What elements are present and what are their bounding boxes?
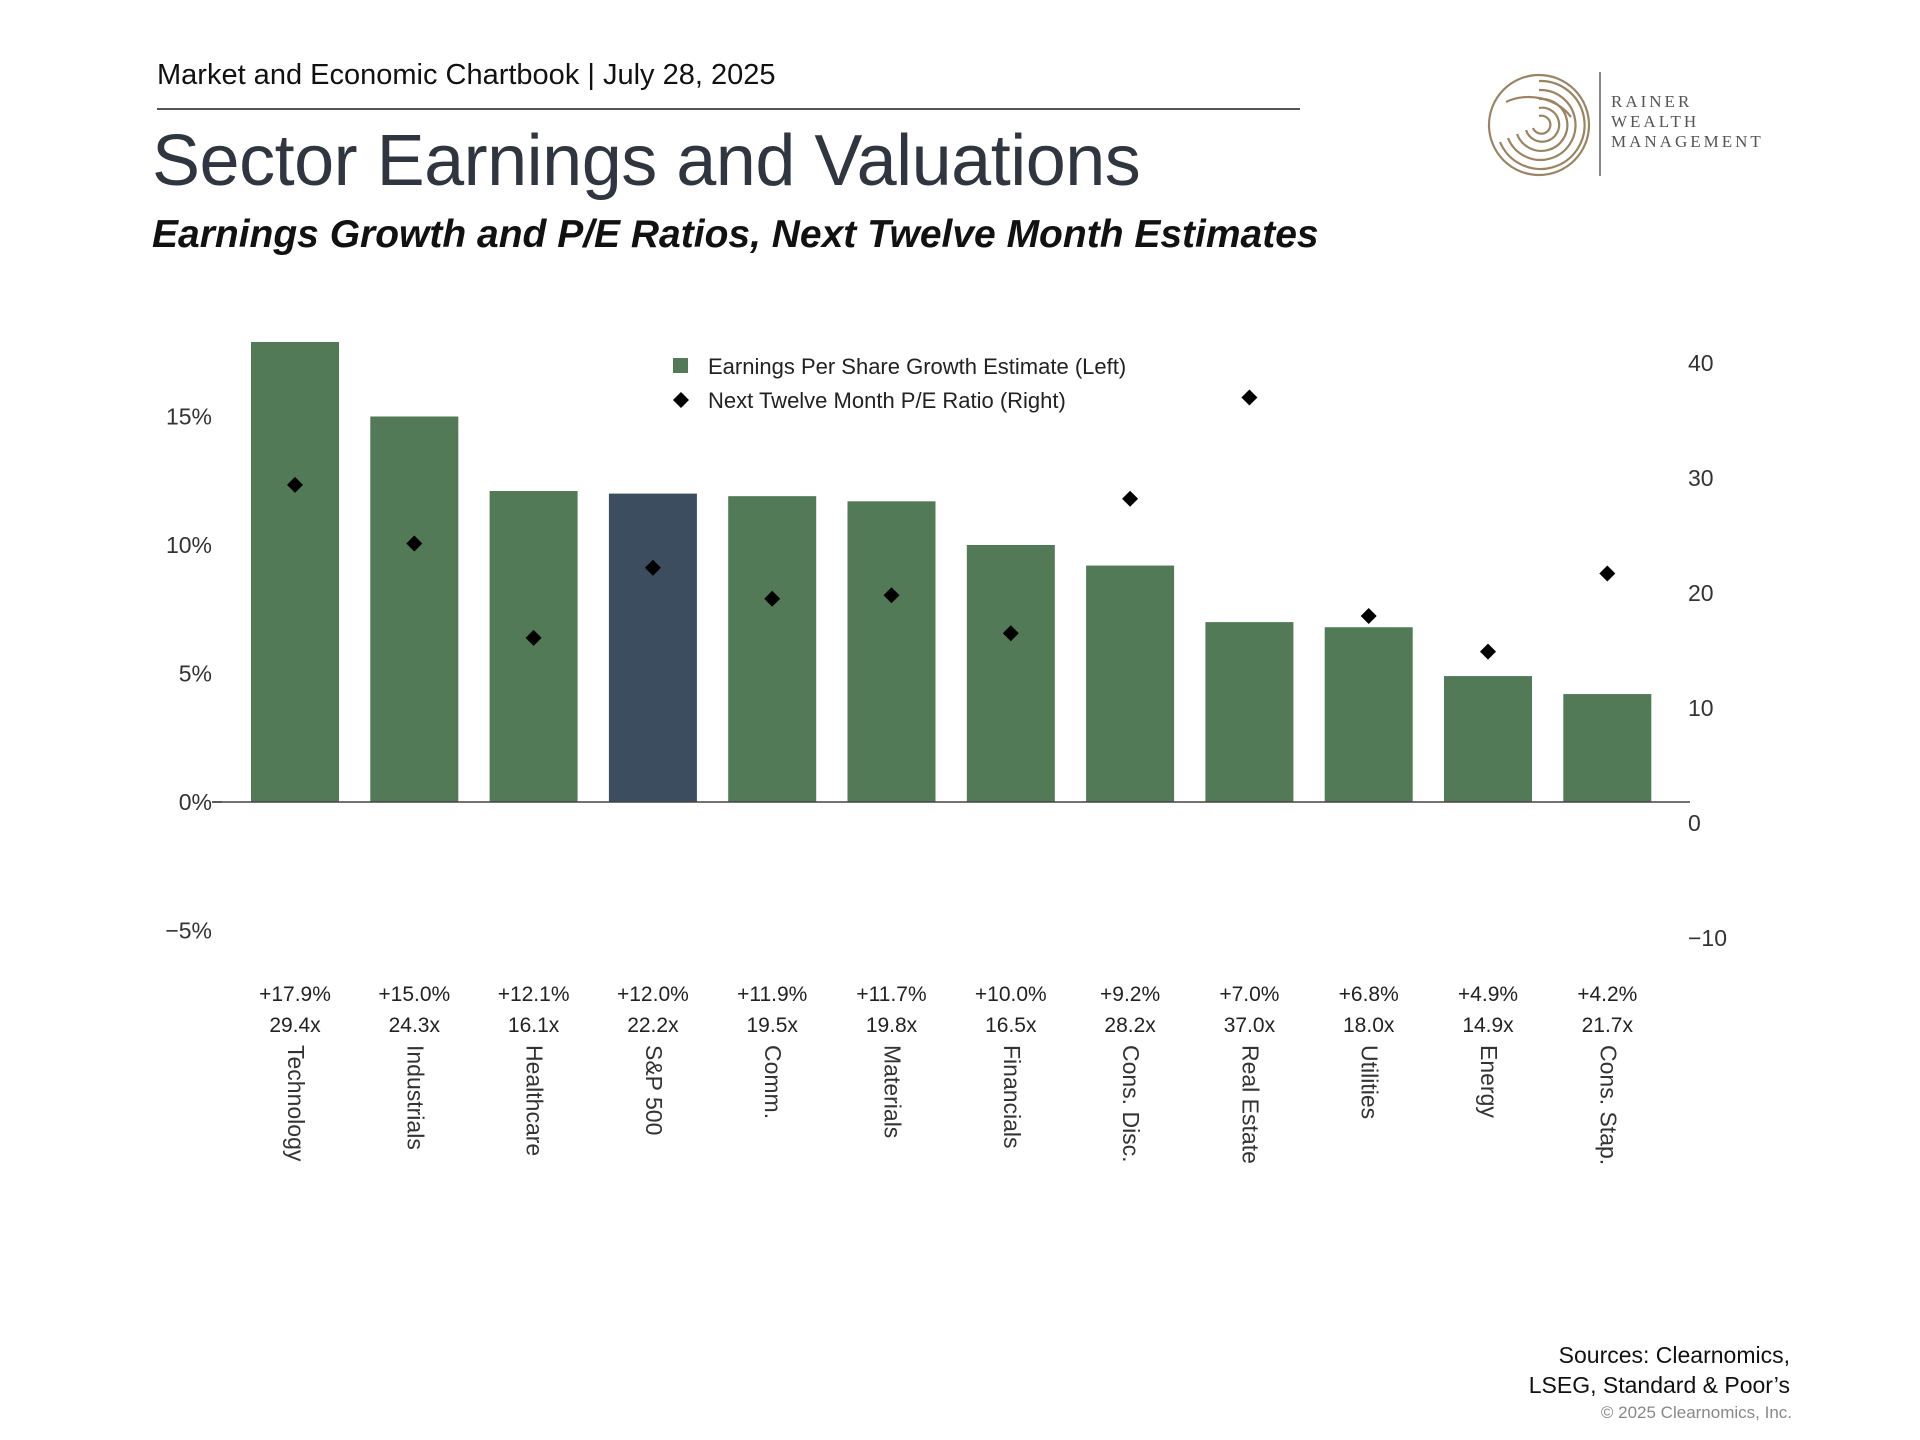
legend-bar-label: Earnings Per Share Growth Estimate (Left… — [708, 354, 1126, 379]
pe-marker — [1002, 625, 1019, 642]
pe-marker — [287, 476, 303, 493]
growth-value-label: +7.0% — [1219, 983, 1279, 1006]
pe-marker — [883, 587, 900, 604]
growth-bar — [966, 545, 1055, 802]
right-axis-tick-label: 30 — [1688, 465, 1714, 491]
legend-diamond-label: Next Twelve Month P/E Ratio (Right) — [708, 388, 1066, 413]
category-label: Comm. — [760, 1045, 786, 1119]
growth-bar — [728, 496, 817, 802]
logo-line-2: WEALTH — [1611, 112, 1700, 131]
pe-marker — [1360, 608, 1377, 624]
pe-value-label: 29.4x — [269, 1014, 321, 1037]
right-axis-tick-label: 0 — [1688, 810, 1701, 836]
growth-bar — [1205, 622, 1294, 802]
left-axis-tick-label: 10% — [166, 532, 212, 558]
pe-value-label: 19.5x — [747, 1014, 799, 1037]
copyright: © 2025 Clearnomics, Inc. — [1600, 1403, 1792, 1422]
growth-value-label: +12.0% — [617, 983, 689, 1006]
growth-bar — [847, 501, 936, 802]
page-title: Sector Earnings and Valuations — [152, 121, 1141, 201]
category-label: Industrials — [402, 1045, 428, 1150]
logo-divider — [1599, 72, 1601, 176]
category-label: Cons. Disc. — [1118, 1045, 1144, 1163]
growth-bar — [1324, 627, 1413, 802]
logo-line-3: MANAGEMENT — [1611, 132, 1764, 151]
category-label: Materials — [880, 1045, 906, 1138]
pe-value-label: 16.1x — [508, 1014, 560, 1037]
category-label: Financials — [999, 1045, 1025, 1149]
growth-value-label: +10.0% — [975, 983, 1047, 1006]
page-subtitle: Earnings Growth and P/E Ratios, Next Twe… — [152, 213, 1319, 256]
sources-note: Sources: Clearnomics, LSEG, Standard & P… — [1529, 1340, 1790, 1400]
pe-marker — [1122, 490, 1139, 507]
left-axis-tick-label: 15% — [166, 404, 212, 430]
growth-value-label: +11.9% — [737, 983, 807, 1006]
sector-chart: −5% 0% 5% 10% 15% −10 0 10 20 30 40 +17.9% 29.4x Tech… — [165, 341, 1727, 1165]
logo-swirl-icon — [1487, 73, 1591, 177]
right-axis-tick-label: 40 — [1688, 350, 1714, 376]
pe-value-label: 28.2x — [1104, 1014, 1156, 1037]
pe-value-label: 21.7x — [1582, 1014, 1634, 1037]
logo-line-1: RAINER — [1611, 92, 1693, 111]
pe-value-label: 16.5x — [985, 1014, 1037, 1037]
pe-marker — [644, 559, 661, 576]
chartbook-header: Market and Economic Chartbook | July 28,… — [157, 59, 776, 91]
category-label: Energy — [1476, 1045, 1502, 1118]
growth-value-label: +12.1% — [498, 983, 570, 1006]
growth-bar — [1563, 694, 1652, 802]
logo-wordmark: RAINER WEALTH MANAGEMENT — [1611, 92, 1764, 152]
left-axis-tick-label: 5% — [179, 661, 212, 687]
right-axis-tick-label: 20 — [1688, 580, 1714, 606]
pe-value-label: 19.8x — [866, 1014, 918, 1037]
growth-value-label: +15.0% — [378, 983, 450, 1006]
sources-line-2: LSEG, Standard & Poor’s — [1528, 1372, 1790, 1398]
left-axis-tick-label: 0% — [179, 789, 212, 815]
growth-bar — [489, 491, 578, 802]
pe-marker — [1599, 565, 1616, 582]
growth-value-label: +9.2% — [1100, 983, 1160, 1006]
sources-line-1: Sources: Clearnomics, — [1558, 1342, 1790, 1368]
pe-marker — [764, 590, 781, 607]
right-axis-tick-label: −10 — [1688, 925, 1727, 951]
growth-bar — [1086, 565, 1175, 802]
pe-marker — [1480, 643, 1496, 660]
growth-bar — [608, 493, 697, 802]
left-axis-tick-label: −5% — [165, 918, 212, 944]
company-logo: RAINER WEALTH MANAGEMENT — [1486, 72, 1766, 182]
pe-value-label: 14.9x — [1462, 1014, 1514, 1037]
right-axis-tick-label: 10 — [1688, 695, 1714, 721]
category-label: Real Estate — [1237, 1045, 1263, 1164]
category-label: Technology — [283, 1045, 309, 1162]
pe-marker — [406, 535, 423, 552]
growth-value-label: +11.7% — [856, 983, 926, 1006]
pe-value-label: 37.0x — [1224, 1014, 1276, 1037]
legend-bar-swatch — [673, 358, 688, 373]
legend-diamond-swatch — [673, 392, 689, 408]
pe-marker — [1241, 389, 1258, 406]
growth-value-label: +17.9% — [259, 983, 331, 1006]
growth-value-label: +6.8% — [1339, 983, 1399, 1006]
pe-marker — [525, 629, 542, 646]
header-divider — [157, 108, 1300, 110]
category-label: Cons. Stap. — [1595, 1045, 1621, 1165]
growth-bar — [251, 341, 339, 802]
growth-value-label: +4.9% — [1458, 983, 1518, 1006]
category-label: Healthcare — [522, 1045, 548, 1156]
category-label: S&P 500 — [641, 1045, 667, 1135]
growth-bar — [370, 416, 459, 802]
pe-value-label: 18.0x — [1343, 1014, 1395, 1037]
pe-value-label: 24.3x — [389, 1014, 441, 1037]
growth-value-label: +4.2% — [1577, 983, 1637, 1006]
category-label: Utilities — [1357, 1045, 1383, 1119]
growth-bar — [1444, 676, 1532, 802]
pe-value-label: 22.2x — [627, 1014, 679, 1037]
